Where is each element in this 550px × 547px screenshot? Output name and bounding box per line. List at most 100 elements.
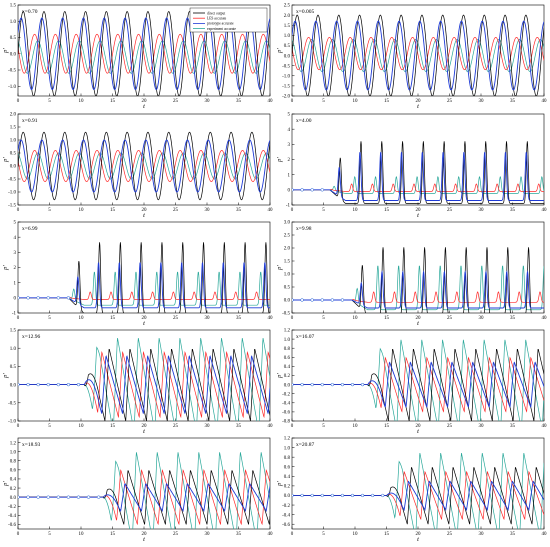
y-tick-label: 0.8 — [284, 456, 291, 461]
x-tick-label: 20 — [142, 99, 148, 104]
y-tick-label: 2 — [288, 158, 291, 163]
x-tick-label: 5 — [48, 532, 51, 537]
y-tick-label: 1.0 — [284, 273, 291, 278]
x-tick-label: 30 — [479, 208, 485, 213]
x-tick-label: 0 — [291, 316, 294, 321]
x-tick-label: 40 — [542, 208, 548, 213]
station-annotation: x=0.005 — [296, 9, 314, 15]
series-line-2 — [18, 291, 270, 300]
subplot-3: 0 5 10 15 20 25 30 35 40 -1.5 -1.0 -0.5 0.0 0.5 1.0 1.5… — [2, 113, 273, 219]
y-axis-label: p' — [276, 157, 283, 163]
series-line-4 — [18, 271, 270, 306]
series-line-3 — [292, 20, 544, 91]
x-tick-label: 15 — [110, 208, 116, 213]
y-axis-label: p' — [276, 48, 283, 54]
data-point-marker — [310, 493, 314, 498]
data-point-marker — [56, 296, 60, 300]
y-tick-label: 1.0 — [10, 450, 17, 455]
x-tick-label: 35 — [510, 532, 516, 537]
x-tick-label: 20 — [416, 99, 422, 104]
x-tick-label: 20 — [142, 532, 148, 537]
data-point-marker — [330, 493, 334, 498]
y-tick-label: -0.4 — [8, 514, 16, 519]
x-tick-label: 25 — [447, 316, 453, 321]
y-tick-label: -2.0 — [282, 95, 290, 100]
x-tick-label: 20 — [142, 424, 148, 429]
x-tick-label: 5 — [322, 208, 325, 213]
y-tick-label: 0.4 — [284, 475, 291, 480]
y-tick-label: 0.5 — [284, 44, 291, 49]
y-tick-label: -1.0 — [8, 420, 16, 425]
station-annotation: x=9.98 — [296, 226, 312, 232]
data-point-marker — [330, 382, 334, 387]
x-tick-label: 0 — [17, 532, 20, 537]
y-tick-label: 0.8 — [10, 459, 17, 464]
y-tick-label: 0.0 — [284, 54, 291, 59]
y-axis-label: p' — [276, 265, 283, 271]
data-point-marker — [340, 382, 345, 387]
x-tick-label: 40 — [268, 208, 274, 213]
y-tick-label: 1.0 — [284, 446, 291, 451]
x-tick-label: 15 — [110, 99, 116, 104]
series-line-4 — [18, 40, 270, 74]
x-tick-label: 25 — [173, 424, 179, 429]
x-tick-label: 25 — [173, 208, 179, 213]
x-tick-label: 5 — [322, 99, 325, 104]
x-tick-label: 10 — [79, 316, 85, 321]
y-tick-label: 1.0 — [10, 347, 17, 352]
y-tick-label: 3 — [14, 251, 17, 256]
y-tick-label: -1 — [12, 312, 17, 317]
y-tick-label: -1.5 — [8, 204, 16, 209]
y-tick-label: 0.0 — [10, 52, 17, 57]
data-point-marker — [300, 382, 304, 387]
x-axis-label: t — [417, 536, 419, 543]
data-point-marker — [310, 188, 314, 192]
y-tick-label: 0.0 — [10, 383, 17, 388]
x-tick-label: 20 — [416, 424, 422, 429]
data-point-marker — [330, 298, 334, 302]
subplot-2: 0 5 10 15 20 25 30 35 40 -2.0 -1.5 -1.0 -0.5 0.0 0.5 1.… — [276, 4, 547, 110]
data-point-marker — [66, 382, 71, 387]
station-annotation: x=0.70 — [22, 9, 38, 15]
x-tick-label: 20 — [416, 532, 422, 537]
x-tick-label: 5 — [322, 316, 325, 321]
y-axis-label: p' — [2, 265, 9, 271]
data-point-marker — [26, 296, 30, 300]
data-point-marker — [300, 493, 304, 498]
y-axis-label: p' — [276, 373, 283, 379]
y-tick-label: 1.0 — [10, 20, 17, 25]
series-line-3 — [292, 480, 544, 512]
y-tick-label: 3 — [288, 143, 291, 148]
data-point-marker — [66, 296, 71, 300]
y-tick-label: 0.0 — [10, 165, 17, 170]
x-tick-label: 25 — [173, 99, 179, 104]
y-tick-label: 1 — [288, 173, 291, 178]
x-tick-label: 15 — [384, 532, 390, 537]
y-tick-label: 2 — [14, 266, 17, 271]
x-tick-label: 35 — [236, 532, 242, 537]
x-tick-label: 40 — [268, 316, 274, 321]
x-tick-label: 30 — [479, 316, 485, 321]
data-point-marker — [350, 382, 355, 387]
x-tick-label: 5 — [48, 208, 51, 213]
y-tick-label: 0.6 — [10, 469, 17, 474]
subplot-7: 0 5 10 15 20 25 30 35 40 -1.0 -0.5 0.0 0.5 1.0 1.5 t p' x… — [2, 329, 273, 435]
x-tick-label: 0 — [17, 208, 20, 213]
x-tick-label: 0 — [291, 99, 294, 104]
x-axis-label: t — [417, 103, 419, 110]
station-annotation: x=6.99 — [22, 226, 38, 232]
data-point-marker — [36, 296, 40, 300]
x-tick-label: 10 — [79, 532, 85, 537]
x-tick-label: 30 — [479, 424, 485, 429]
subplot-9: 0 5 10 15 20 25 30 35 40 -0.6 -0.4 -0.2 0.0 0.2 0.4 0.6… — [2, 437, 274, 543]
y-axis-label: p' — [276, 481, 283, 487]
y-tick-label: -0.6 — [282, 411, 290, 416]
y-axis-label: p' — [2, 48, 9, 54]
x-tick-label: 40 — [268, 532, 274, 537]
x-tick-label: 35 — [236, 316, 242, 321]
y-axis-label: p' — [2, 157, 9, 163]
x-tick-label: 25 — [173, 532, 179, 537]
station-annotation: x=4.00 — [296, 118, 312, 124]
x-tick-label: 15 — [110, 424, 116, 429]
